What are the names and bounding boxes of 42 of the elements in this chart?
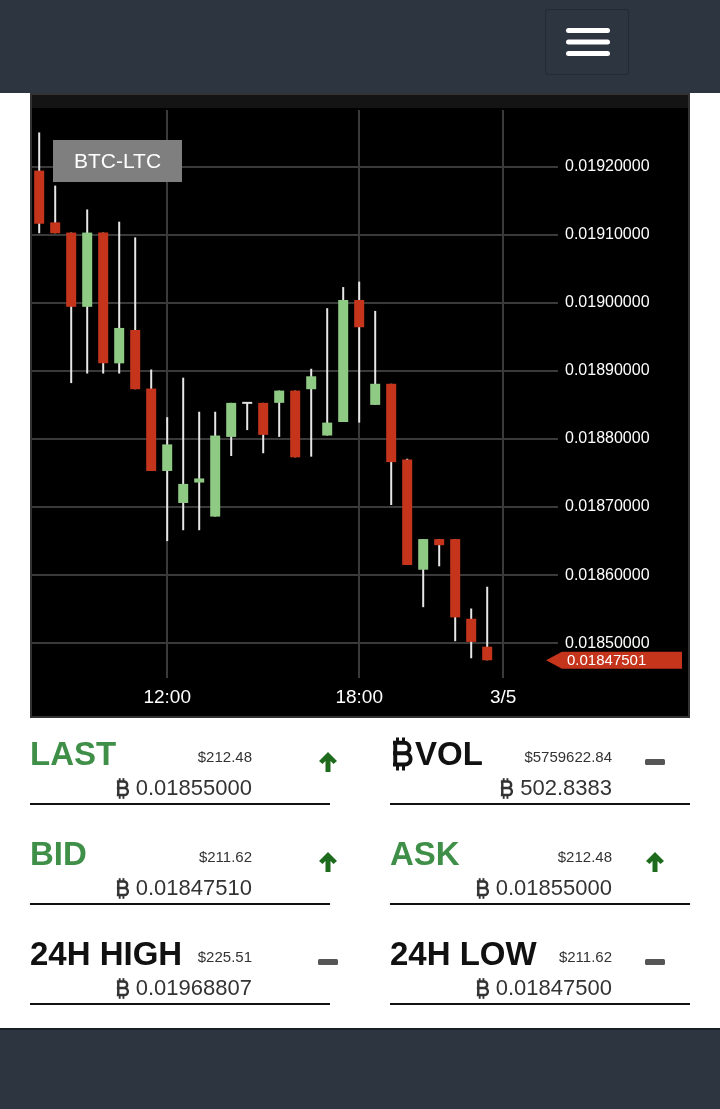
candlestick	[178, 376, 189, 532]
candlestick	[466, 607, 477, 660]
text: $211.62	[558, 948, 612, 965]
text: ASK	[390, 835, 460, 873]
text: 0.01855000	[135, 775, 252, 801]
y-tick-label: 0.01890000	[565, 361, 650, 379]
text: BID	[30, 835, 87, 873]
y-tick-label: 0.01920000	[565, 156, 650, 174]
y-tick-label: 0.01870000	[565, 497, 650, 515]
x-tick-label: 12:00	[143, 685, 191, 707]
candlestick	[194, 410, 205, 532]
text: LAST	[30, 735, 117, 773]
y-tick-label: 0.01850000	[565, 633, 650, 651]
text: $212.48	[197, 748, 252, 765]
y-tick-label: 0.01900000	[565, 293, 650, 311]
candlestick	[306, 367, 317, 458]
candlestick	[434, 538, 445, 568]
text: $212.48	[557, 848, 612, 865]
y-tick-label: 0.01880000	[565, 429, 650, 447]
text: 24H HIGH	[30, 935, 183, 973]
text: 24H LOW	[390, 935, 537, 973]
candlestick	[242, 401, 253, 432]
text: 0.01847510	[135, 875, 252, 901]
text: VOL	[415, 735, 483, 773]
y-tick-label: 0.01910000	[565, 225, 650, 243]
text: $225.51	[197, 948, 252, 965]
title-badge: BTC-LTC	[53, 140, 182, 182]
text: 0.01847500	[495, 975, 612, 1001]
candlestick	[274, 389, 285, 438]
candlestick	[322, 307, 333, 437]
text: 0.01855000	[495, 875, 612, 901]
candlestick	[370, 309, 381, 406]
text: 0.01968807	[135, 975, 252, 1001]
y-tick-label: 0.01860000	[565, 565, 650, 583]
text: $5759622.84	[524, 748, 612, 765]
x-tick-label: 3/5	[489, 685, 517, 707]
text: 502.8383	[520, 775, 612, 801]
text: $211.62	[198, 848, 252, 865]
text: 0.01847501	[567, 650, 647, 668]
x-tick-label: 18:00	[335, 685, 383, 707]
candlestick	[50, 184, 61, 235]
candlestick	[482, 585, 493, 662]
